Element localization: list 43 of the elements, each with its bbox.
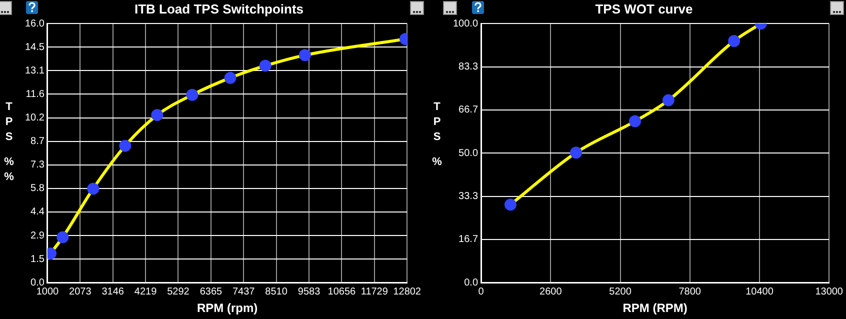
y-tick-label: 0.0 bbox=[464, 277, 478, 288]
y-tick-label: 2.9 bbox=[30, 230, 45, 242]
y-tick-label: 10.2 bbox=[24, 112, 45, 124]
y-tick-label: 0.0 bbox=[30, 277, 45, 288]
x-tick-label: 7800 bbox=[678, 286, 702, 298]
x-tick-label: 4219 bbox=[134, 286, 158, 298]
y-axis-title: TPS %% bbox=[3, 100, 15, 185]
x-axis-title: RPM (RPM) bbox=[622, 301, 688, 316]
chart-title: TPS WOT curve bbox=[595, 1, 693, 16]
y-tick-label: 33.3 bbox=[458, 191, 478, 202]
x-tick-label: 2600 bbox=[540, 286, 562, 298]
y-tick-label: 8.7 bbox=[30, 136, 45, 148]
y-axis-title: TPS % bbox=[431, 100, 443, 170]
y-tick-label: 50.0 bbox=[458, 148, 478, 159]
y-tick-label: 66.7 bbox=[458, 104, 478, 116]
y-tick-label: 83.3 bbox=[458, 62, 478, 73]
y-tick-label: 11.6 bbox=[26, 88, 45, 100]
x-tick-label: 8510 bbox=[265, 286, 288, 298]
y-tick-label: 16.7 bbox=[458, 234, 478, 246]
y-tick-label: 100.0 bbox=[452, 18, 478, 30]
x-tick-label: 5200 bbox=[609, 286, 632, 298]
x-tick-label: 7437 bbox=[232, 286, 256, 298]
x-tick-label: 10656 bbox=[328, 286, 356, 298]
y-tick-label: 14.5 bbox=[24, 42, 45, 53]
y-tick-label: 5.8 bbox=[30, 183, 45, 194]
x-tick-label: 13000 bbox=[815, 286, 844, 298]
x-tick-label: 12802 bbox=[393, 286, 422, 298]
x-tick-label: 5292 bbox=[167, 286, 190, 298]
x-tick-label: 6365 bbox=[200, 286, 223, 298]
x-tick-label: 10400 bbox=[746, 286, 774, 298]
x-tick-label: 0 bbox=[478, 286, 484, 298]
y-tick-label: 1.5 bbox=[30, 254, 45, 265]
x-tick-label: 11729 bbox=[360, 286, 388, 298]
x-axis-title: RPM (rpm) bbox=[196, 301, 258, 316]
x-tick-label: 3146 bbox=[102, 286, 124, 298]
x-tick-label: 9583 bbox=[298, 286, 321, 298]
x-tick-label: 2073 bbox=[69, 286, 92, 298]
y-tick-label: 16.0 bbox=[24, 18, 45, 30]
chart-title: ITB Load TPS Switchpoints bbox=[134, 1, 304, 16]
x-tick-label: 1000 bbox=[36, 286, 60, 298]
y-tick-label: 7.3 bbox=[30, 160, 45, 171]
y-tick-label: 4.4 bbox=[30, 206, 45, 218]
y-tick-label: 13.1 bbox=[24, 65, 45, 76]
